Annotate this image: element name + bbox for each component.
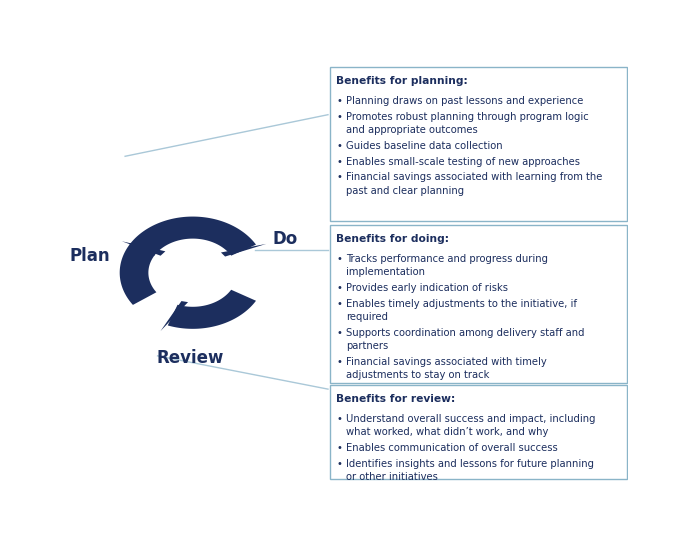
Polygon shape bbox=[120, 243, 156, 305]
Text: •: • bbox=[336, 283, 343, 293]
Text: •: • bbox=[336, 112, 343, 122]
FancyBboxPatch shape bbox=[329, 225, 627, 383]
Text: Promotes robust planning through program logic: Promotes robust planning through program… bbox=[346, 112, 588, 122]
Text: •: • bbox=[336, 299, 343, 309]
FancyBboxPatch shape bbox=[329, 385, 627, 478]
Text: Enables small-scale testing of new approaches: Enables small-scale testing of new appro… bbox=[346, 157, 580, 167]
Text: Financial savings associated with timely: Financial savings associated with timely bbox=[346, 357, 547, 367]
Text: •: • bbox=[336, 443, 343, 453]
Text: Supports coordination among delivery staff and: Supports coordination among delivery sta… bbox=[346, 328, 584, 338]
Text: and appropriate outcomes: and appropriate outcomes bbox=[346, 125, 477, 135]
Text: Understand overall success and impact, including: Understand overall success and impact, i… bbox=[346, 414, 595, 424]
Text: Review: Review bbox=[156, 349, 224, 367]
Text: Plan: Plan bbox=[70, 247, 110, 265]
FancyBboxPatch shape bbox=[329, 67, 627, 221]
Text: Benefits for review:: Benefits for review: bbox=[336, 394, 455, 404]
Text: Enables timely adjustments to the initiative, if: Enables timely adjustments to the initia… bbox=[346, 299, 577, 309]
Text: implementation: implementation bbox=[346, 267, 425, 278]
Text: Provides early indication of risks: Provides early indication of risks bbox=[346, 283, 508, 293]
Text: •: • bbox=[336, 96, 343, 106]
Text: adjustments to stay on track: adjustments to stay on track bbox=[346, 370, 489, 380]
Text: •: • bbox=[336, 459, 343, 469]
Polygon shape bbox=[122, 241, 165, 256]
Text: Benefits for doing:: Benefits for doing: bbox=[336, 234, 449, 244]
Text: Benefits for planning:: Benefits for planning: bbox=[336, 76, 468, 86]
Text: Do: Do bbox=[272, 231, 297, 248]
Polygon shape bbox=[161, 301, 188, 331]
Text: past and clear planning: past and clear planning bbox=[346, 186, 464, 196]
Text: •: • bbox=[336, 414, 343, 424]
Text: •: • bbox=[336, 172, 343, 183]
Text: Planning draws on past lessons and experience: Planning draws on past lessons and exper… bbox=[346, 96, 584, 106]
Text: Identifies insights and lessons for future planning: Identifies insights and lessons for futu… bbox=[346, 459, 594, 469]
Text: Enables communication of overall success: Enables communication of overall success bbox=[346, 443, 558, 453]
Polygon shape bbox=[221, 244, 266, 256]
Text: •: • bbox=[336, 254, 343, 264]
Text: Financial savings associated with learning from the: Financial savings associated with learni… bbox=[346, 172, 602, 183]
Text: Tracks performance and progress during: Tracks performance and progress during bbox=[346, 254, 548, 264]
Text: •: • bbox=[336, 157, 343, 167]
Text: •: • bbox=[336, 141, 343, 151]
Text: or other initiatives: or other initiatives bbox=[346, 472, 438, 482]
Text: required: required bbox=[346, 312, 388, 322]
Text: •: • bbox=[336, 357, 343, 367]
Text: Guides baseline data collection: Guides baseline data collection bbox=[346, 141, 503, 151]
Polygon shape bbox=[168, 290, 256, 329]
Polygon shape bbox=[130, 217, 256, 255]
Text: what worked, what didn’t work, and why: what worked, what didn’t work, and why bbox=[346, 427, 548, 437]
Text: partners: partners bbox=[346, 341, 388, 352]
Text: •: • bbox=[336, 328, 343, 338]
